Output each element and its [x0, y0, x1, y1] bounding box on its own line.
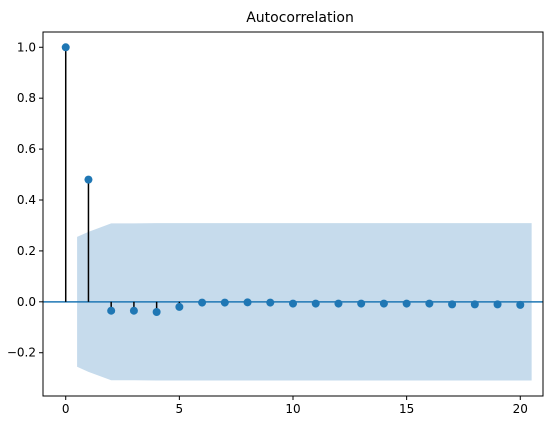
marker-lag-2 — [107, 306, 116, 315]
x-tick-label-5: 5 — [176, 402, 184, 416]
marker-lag-18 — [470, 300, 479, 309]
marker-lag-20 — [516, 300, 525, 309]
x-tick-label-20: 20 — [513, 402, 528, 416]
marker-lag-3 — [129, 306, 138, 315]
y-tick-label-2: 0.2 — [17, 244, 36, 258]
x-tick-label-0: 0 — [62, 402, 70, 416]
y-tick-label-4: 0.6 — [17, 142, 36, 156]
chart-title: Autocorrelation — [246, 10, 354, 26]
y-tick-label-5: 0.8 — [17, 91, 36, 105]
marker-lag-6 — [198, 298, 207, 307]
marker-lag-17 — [448, 300, 457, 309]
marker-lag-9 — [266, 298, 275, 307]
axes-layer: 0 5 10 15 20 −0.2 0.0 0.2 0.4 0.6 0.8 1.0 — [7, 31, 544, 416]
marker-lag-14 — [379, 299, 388, 308]
markers-layer — [61, 43, 525, 316]
marker-lag-15 — [402, 299, 411, 308]
marker-lag-11 — [311, 299, 320, 308]
marker-lag-12 — [334, 299, 343, 308]
marker-lag-10 — [289, 299, 297, 308]
y-tick-label-0: −0.2 — [7, 346, 36, 360]
marker-lag-8 — [243, 298, 252, 307]
y-tick-label-1: 0.0 — [17, 295, 36, 309]
marker-lag-7 — [220, 298, 229, 307]
marker-lag-1 — [84, 175, 93, 184]
marker-lag-4 — [152, 308, 161, 316]
marker-lag-5 — [175, 302, 184, 311]
x-tick-label-10: 10 — [285, 402, 300, 416]
marker-lag-16 — [425, 299, 434, 308]
marker-lag-13 — [357, 299, 366, 308]
x-tick-label-15: 15 — [399, 402, 414, 416]
y-tick-label-6: 1.0 — [17, 40, 36, 54]
marker-lag-19 — [493, 300, 502, 309]
y-tick-label-3: 0.4 — [17, 193, 36, 207]
marker-lag-0 — [61, 43, 70, 52]
